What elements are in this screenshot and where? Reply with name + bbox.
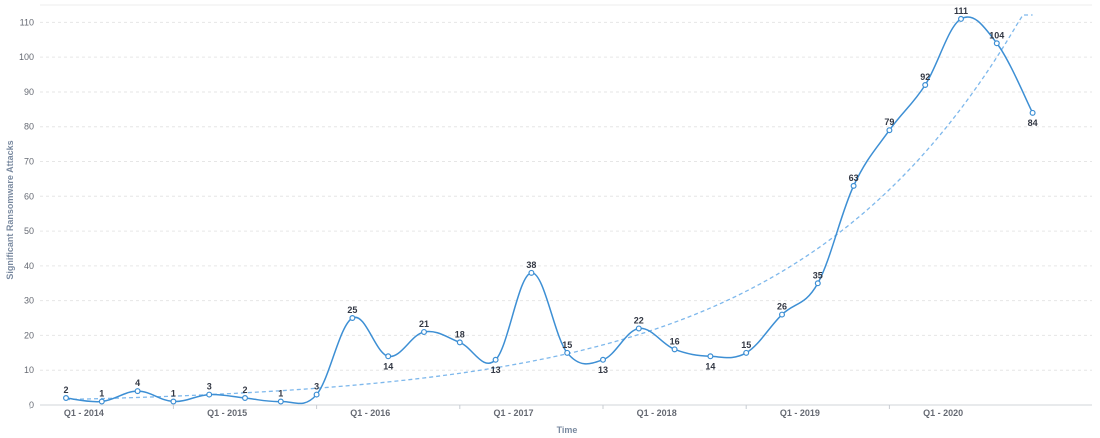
- y-tick-label: 90: [24, 87, 34, 97]
- y-tick-label: 40: [24, 261, 34, 271]
- data-point: [850, 182, 857, 189]
- data-point: [242, 395, 249, 402]
- data-point: [277, 398, 284, 405]
- data-label: 79: [884, 117, 894, 127]
- x-tick-label: Q1 - 2016: [350, 408, 390, 418]
- data-point: [134, 388, 141, 395]
- y-tick-label: 110: [20, 17, 34, 27]
- y-tick-label: 10: [24, 365, 34, 375]
- data-label: 35: [813, 270, 823, 280]
- data-label: 3: [314, 382, 319, 392]
- data-label: 1: [99, 389, 104, 399]
- y-tick-label: 30: [24, 296, 34, 306]
- y-tick-label: 50: [24, 226, 34, 236]
- data-point: [206, 391, 213, 398]
- data-label: 14: [383, 361, 393, 371]
- data-label: 14: [705, 361, 715, 371]
- data-point: [421, 328, 428, 335]
- y-tick-label: 100: [19, 52, 34, 62]
- data-point: [98, 398, 105, 405]
- data-label: 22: [634, 315, 644, 325]
- y-tick-label: 70: [24, 157, 34, 167]
- data-label: 13: [598, 365, 608, 375]
- series-line: [65, 16, 1034, 405]
- data-point: [922, 81, 929, 88]
- data-label: 26: [777, 302, 787, 312]
- data-point: [62, 395, 69, 402]
- x-tick-label: Q1 - 2020: [923, 408, 963, 418]
- data-point: [313, 391, 320, 398]
- y-tick-label: 60: [24, 191, 34, 201]
- data-point: [385, 353, 392, 360]
- data-label: 104: [989, 30, 1004, 40]
- axis-layer: 0 10 20 30 40 50 60 70 80 90 100 110 Q1 - 2014 Q1 - 2…: [19, 17, 1092, 418]
- data-label: 16: [670, 336, 680, 346]
- data-point: [671, 346, 678, 353]
- data-label: 15: [741, 340, 751, 350]
- data-point: [993, 40, 1000, 47]
- y-tick-label: 20: [24, 330, 34, 340]
- x-axis-title: Time: [557, 425, 578, 435]
- data-point: [492, 356, 499, 363]
- data-point: [886, 127, 893, 134]
- data-label: 1: [278, 389, 283, 399]
- data-point: [349, 315, 356, 322]
- data-point: [957, 15, 964, 22]
- data-label: 13: [491, 365, 501, 375]
- y-axis-title: Significant Ransomware Attacks: [5, 140, 15, 279]
- data-point: [1029, 109, 1036, 116]
- data-point: [528, 269, 535, 276]
- data-point: [814, 280, 821, 287]
- data-point: [778, 311, 785, 318]
- grid-layer: [40, 4, 1092, 371]
- data-label: 63: [849, 173, 859, 183]
- x-tick-label: Q1 - 2018: [637, 408, 677, 418]
- data-label: 15: [562, 340, 572, 350]
- data-point: [707, 353, 714, 360]
- series-layer: [62, 15, 1036, 405]
- data-point: [743, 349, 750, 356]
- data-label: 38: [526, 260, 536, 270]
- y-tick-label: 80: [24, 122, 34, 132]
- data-label: 21: [419, 319, 429, 329]
- data-point: [564, 349, 571, 356]
- data-label: 1: [171, 389, 176, 399]
- y-tick-label: 0: [29, 400, 34, 410]
- data-label: 25: [347, 305, 357, 315]
- data-label: 3: [207, 382, 212, 392]
- data-label: 111: [954, 6, 968, 16]
- data-label: 2: [242, 385, 247, 395]
- data-label: 84: [1028, 118, 1038, 128]
- x-tick-label: Q1 - 2017: [493, 408, 533, 418]
- data-point: [456, 339, 463, 346]
- x-tick-label: Q1 - 2019: [780, 408, 820, 418]
- data-point: [170, 398, 177, 405]
- data-label: 2: [63, 385, 68, 395]
- data-point: [635, 325, 642, 332]
- data-label: 4: [135, 378, 140, 388]
- x-tick-label: Q1 - 2015: [207, 408, 247, 418]
- trend-layer: [65, 14, 1033, 401]
- data-point: [599, 356, 606, 363]
- data-label: 18: [455, 329, 465, 339]
- data-label: 92: [920, 72, 930, 82]
- x-tick-label: Q1 - 2014: [64, 408, 104, 418]
- trendline: [65, 14, 1033, 401]
